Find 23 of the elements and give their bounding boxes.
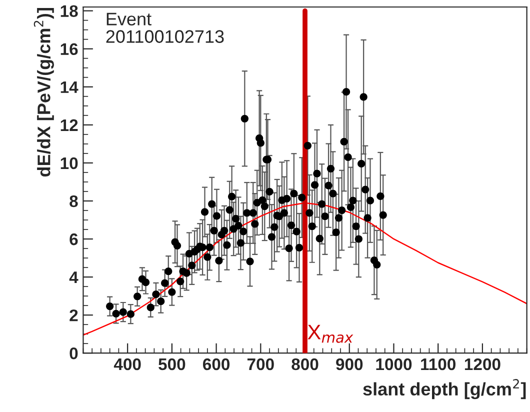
y-tick-label: 6: [70, 233, 78, 246]
x-tick-label: 1200: [464, 358, 500, 370]
x-tick-label: 1100: [421, 358, 456, 370]
x-tick-label: 700: [247, 358, 274, 370]
x-tick-label: 800: [292, 358, 318, 370]
y-tick-label: 18: [60, 5, 78, 18]
annotation: Event 201100102713: [106, 12, 224, 43]
y-tick-label: 16: [60, 43, 78, 56]
y-tick-label: 10: [60, 157, 78, 170]
x-tick-label: 600: [203, 358, 230, 370]
y-tick-label: 14: [60, 81, 78, 93]
y-tick-label: 4: [69, 272, 78, 284]
x-tick-label: 400: [114, 358, 141, 370]
x-axis-title: slant depth [g/cm$^{2}$]: [363, 379, 526, 400]
y-axis-title: dE/dX [PeV/(g/cm$^{2}$)]: [34, 8, 54, 177]
y-tick-label: 2: [70, 309, 78, 322]
ref-line-label: X$_{max}$: [308, 324, 354, 343]
y-tick-label: 0: [70, 347, 78, 360]
x-tick-label: 900: [336, 358, 363, 370]
x-tick-label: 500: [158, 358, 186, 370]
x-tick-label: 1000: [376, 358, 412, 370]
y-tick-label: 12: [60, 119, 78, 131]
y-tick-label: 8: [70, 195, 78, 208]
